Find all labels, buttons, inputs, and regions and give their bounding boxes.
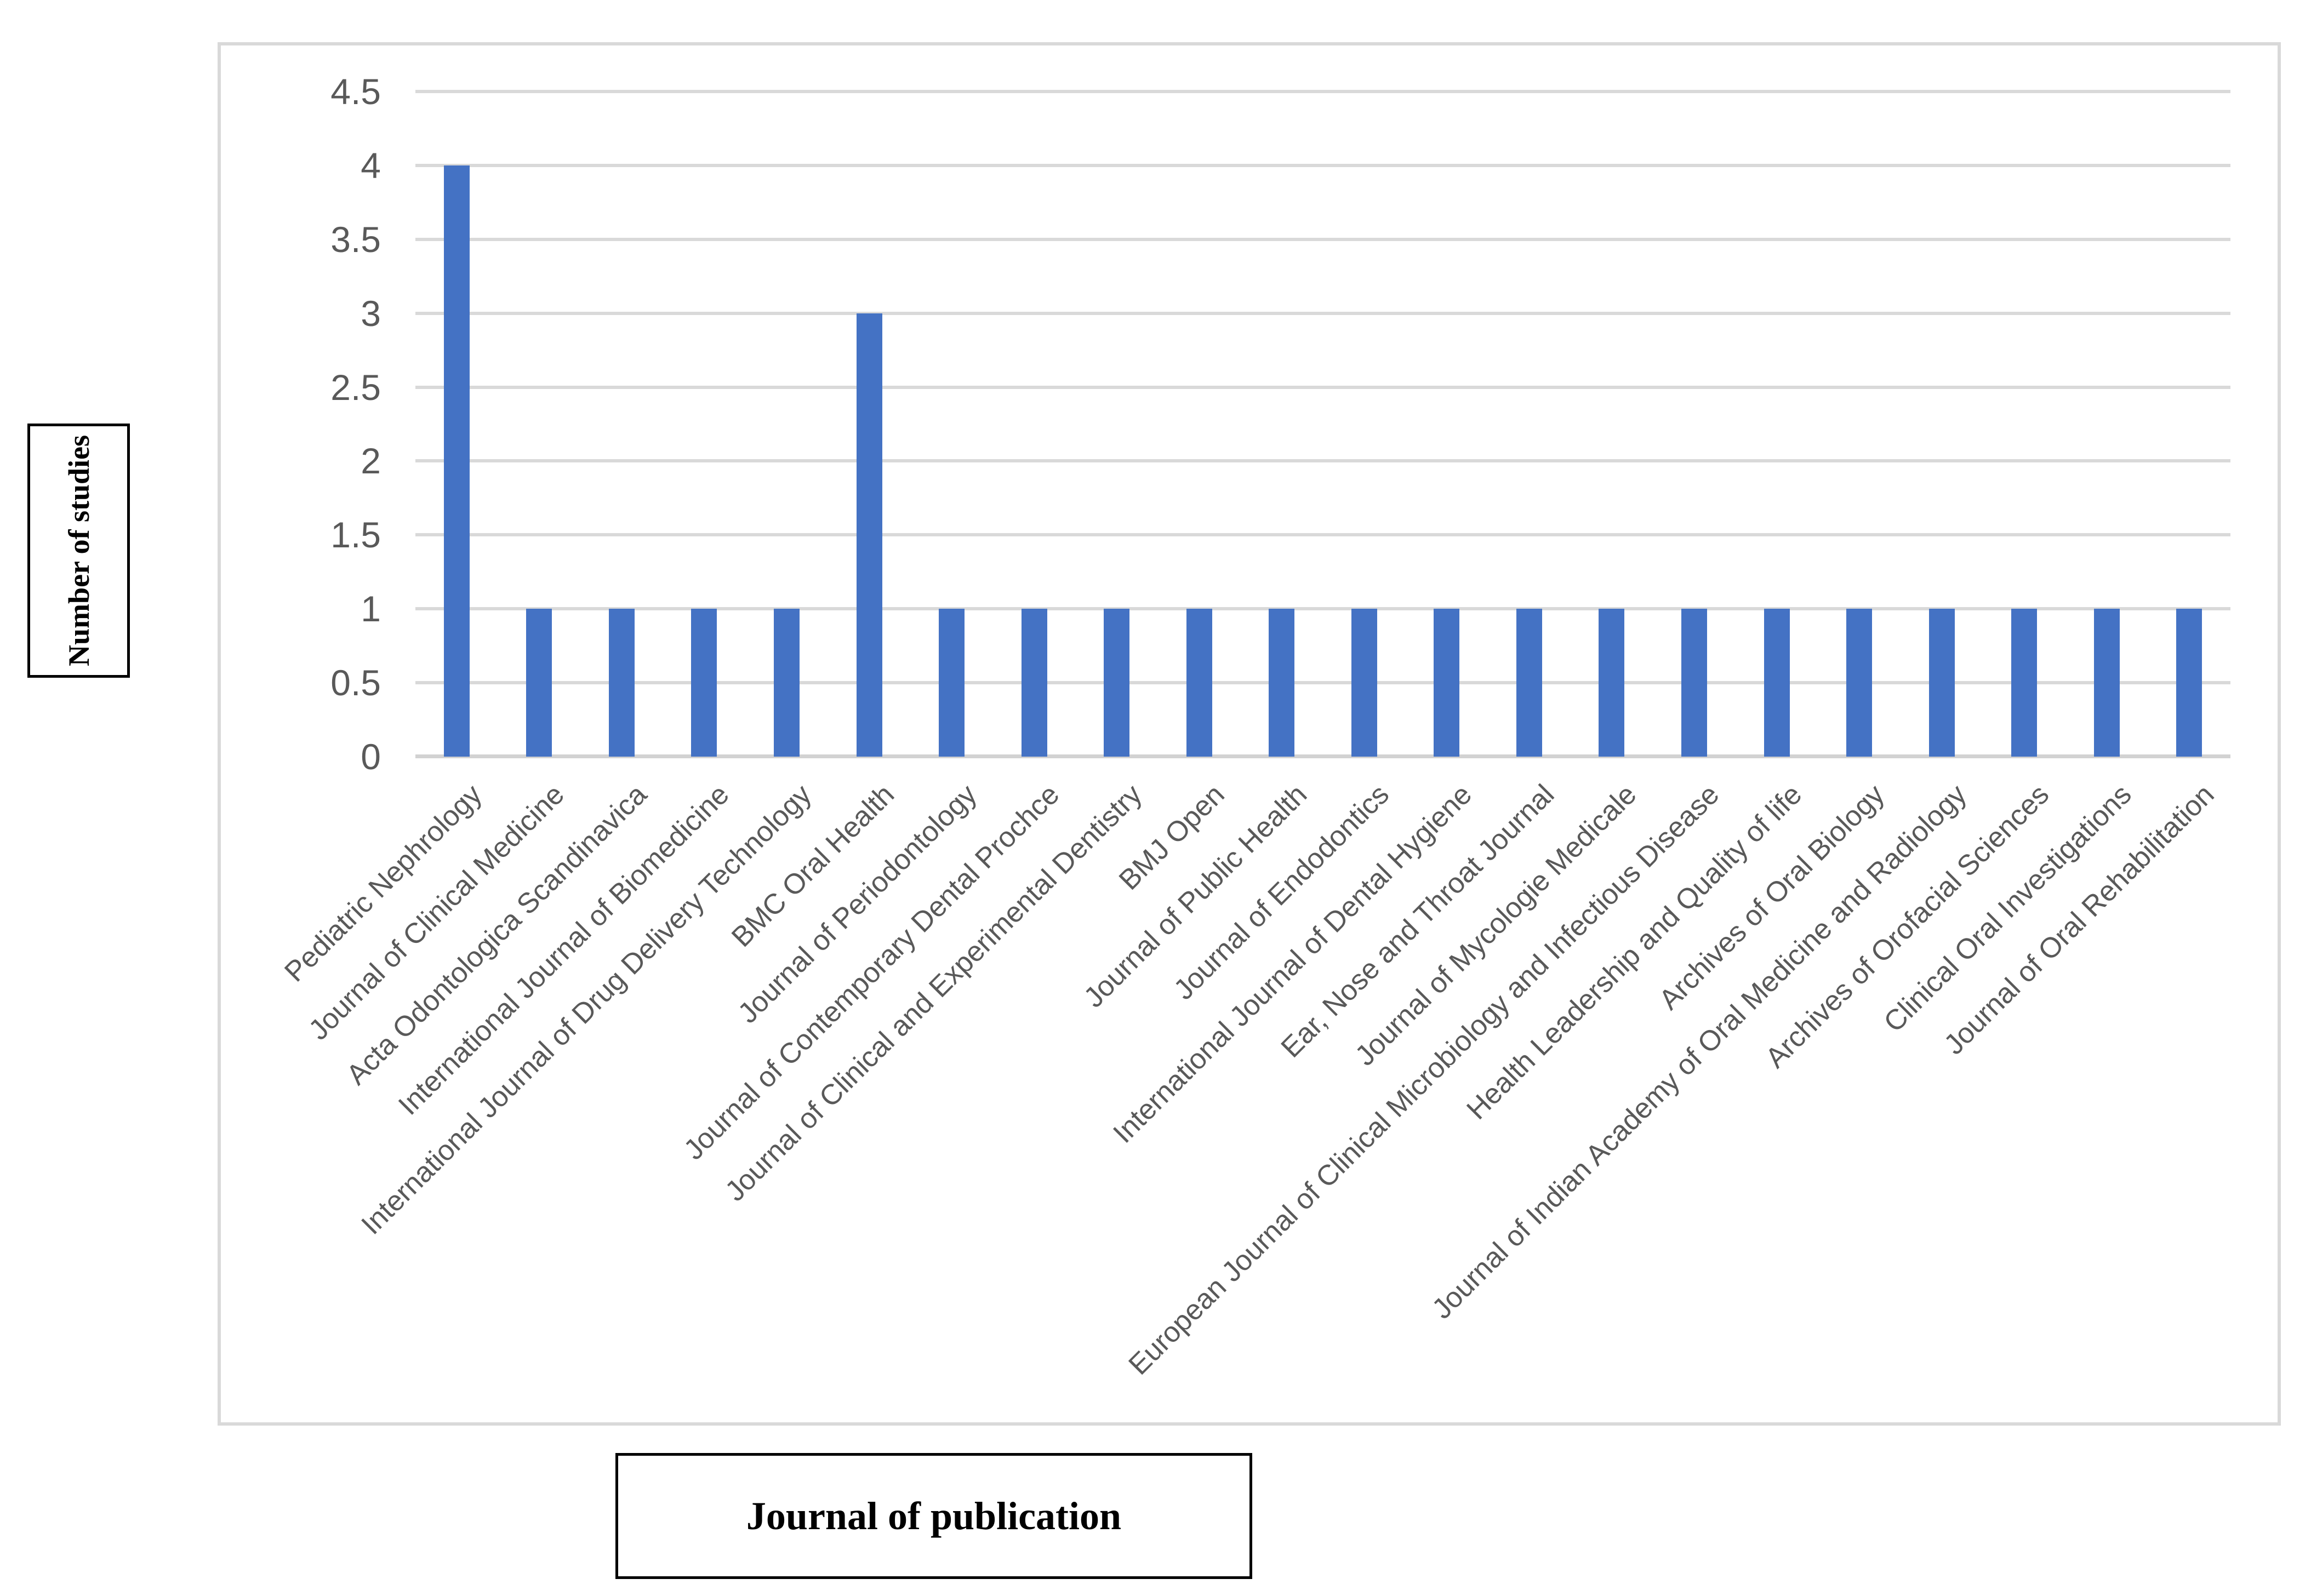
bar bbox=[1928, 609, 1955, 757]
y-axis-title-box: Number of studies bbox=[27, 424, 130, 678]
y-axis-title: Number of studies bbox=[62, 434, 95, 667]
x-axis-title-box: Journal of publication bbox=[615, 1453, 1252, 1579]
bar bbox=[608, 609, 635, 757]
bar bbox=[443, 165, 470, 757]
y-axis-tick-label: 2 bbox=[361, 441, 381, 482]
y-axis-tick-label: 1 bbox=[361, 588, 381, 630]
gridline bbox=[415, 237, 2230, 241]
y-axis-tick-label: 2.5 bbox=[330, 367, 381, 408]
bar bbox=[1764, 609, 1790, 757]
gridline bbox=[415, 681, 2230, 685]
bar bbox=[1516, 609, 1542, 757]
bar bbox=[773, 609, 800, 757]
bar bbox=[856, 313, 882, 757]
bar bbox=[2176, 609, 2202, 757]
bar bbox=[1021, 609, 1047, 757]
bar bbox=[1681, 609, 1707, 757]
bar bbox=[939, 609, 965, 757]
x-axis-category-label: Journal of Indian Academy of Oral Medici… bbox=[1426, 779, 1973, 1325]
gridline bbox=[415, 163, 2230, 167]
y-axis-tick-label: 4 bbox=[361, 145, 381, 186]
gridline bbox=[415, 90, 2230, 93]
gridline bbox=[415, 459, 2230, 463]
x-axis-category-label: Acta Odontologica Scandinavica bbox=[340, 779, 653, 1091]
plot-area: Pediatric Nephrology Journal of Clinical … bbox=[278, 90, 2230, 1381]
gridline bbox=[415, 385, 2230, 389]
bar bbox=[1104, 609, 1130, 757]
bar bbox=[1269, 609, 1295, 757]
y-axis-tick-label: 4.5 bbox=[330, 71, 381, 112]
bar bbox=[526, 609, 552, 757]
gridline bbox=[415, 533, 2230, 537]
bar bbox=[691, 609, 717, 757]
chart-figure: Pediatric Nephrology Journal of Clinical … bbox=[218, 42, 2281, 1426]
bar bbox=[1351, 609, 1377, 757]
y-axis-tick-label: 3 bbox=[361, 293, 381, 334]
gridline bbox=[415, 311, 2230, 315]
y-axis-tick-label: 0.5 bbox=[330, 662, 381, 703]
x-axis-title: Journal of publication bbox=[746, 1494, 1122, 1538]
bar bbox=[1186, 609, 1212, 757]
x-axis-line bbox=[415, 754, 2230, 758]
bar bbox=[1846, 609, 1873, 757]
y-axis-tick-label: 0 bbox=[361, 736, 381, 777]
y-axis-tick-label: 1.5 bbox=[330, 514, 381, 556]
gridline bbox=[415, 607, 2230, 611]
bar bbox=[1434, 609, 1460, 757]
y-axis-tick-label: 3.5 bbox=[330, 219, 381, 260]
bar bbox=[1599, 609, 1625, 757]
bar bbox=[2093, 609, 2120, 757]
bar bbox=[2011, 609, 2038, 757]
